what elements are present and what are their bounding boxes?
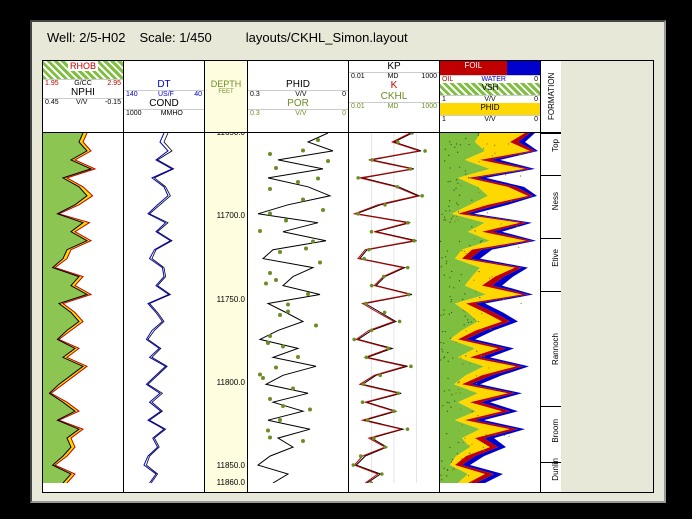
well-label: Well: 2/5-H02: [47, 30, 126, 45]
log-panel: Well: 2/5-H02 Scale: 1/450 layouts/CKHL_…: [30, 20, 666, 503]
formation-top: Top: [551, 139, 560, 152]
depth-label: DEPTH: [205, 79, 247, 89]
outer-frame: Well: 2/5-H02 Scale: 1/450 layouts/CKHL_…: [0, 0, 692, 519]
phid-label: PHID: [248, 79, 348, 90]
vsh-label: VSH: [440, 83, 540, 95]
track-kp-k: KP0.01MD1000KCKHL0.01MD1000: [349, 61, 440, 492]
header-bar: Well: 2/5-H02 Scale: 1/450 layouts/CKHL_…: [47, 30, 649, 45]
layout-label: layouts/CKHL_Simon.layout: [246, 30, 408, 45]
formation-ness: Ness: [551, 192, 560, 210]
cond-label: COND: [124, 98, 204, 109]
foil-label: FOIL: [440, 61, 507, 75]
track-phid-por: PHID0.3V/V0POR0.3V/V0: [248, 61, 349, 492]
por-label: POR: [248, 98, 348, 109]
phid-fill-label: PHID: [440, 103, 540, 115]
rhob-label: RHOB: [68, 61, 98, 71]
track-rhob-nphi: RHOB1.95G/CC2.95NPHI0.45V/V-0.15: [43, 61, 124, 492]
track-dt-cond: DT140US/F40COND1000MMHO: [124, 61, 205, 492]
dt-label: DT: [124, 79, 204, 90]
track-formation: FORMATION Top Ness Etive Rannoch Broom Dunlin: [541, 61, 561, 492]
tracks-container: RHOB1.95G/CC2.95NPHI0.45V/V-0.15DT140US/…: [42, 60, 654, 493]
formation-header: FORMATION: [547, 61, 556, 132]
formation-dunlin: Dunlin: [551, 458, 560, 481]
formation-rannoch: Rannoch: [551, 333, 560, 365]
kp-label: KP: [349, 61, 439, 72]
scale-label: Scale: 1/450: [140, 30, 212, 45]
track-lithology: FOILOILWATER0VSH1V/V0PHID1V/V0: [440, 61, 541, 492]
track-depth: DEPTHFEET11650.011700.011750.011800.0118…: [205, 61, 248, 492]
formation-broom: Broom: [551, 419, 560, 443]
ckhl-label: CKHL: [349, 91, 439, 102]
nphi-label: NPHI: [43, 87, 123, 98]
k-label: K: [349, 80, 439, 91]
formation-etive: Etive: [551, 249, 560, 267]
